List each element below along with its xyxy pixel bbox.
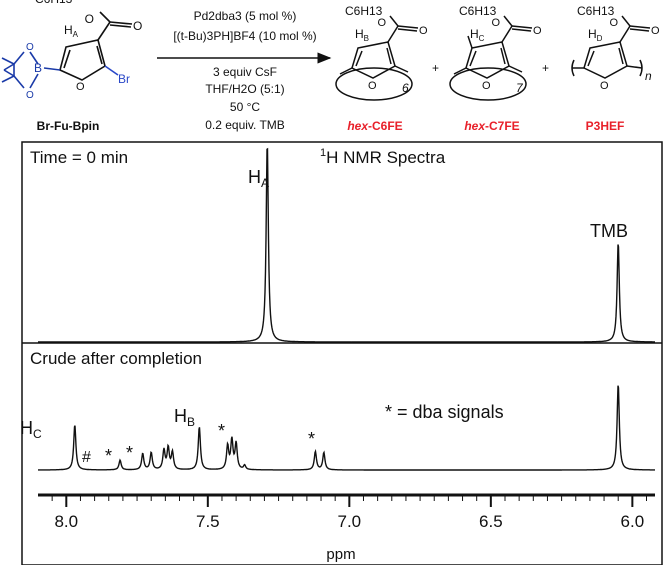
p3hef-ring-o: O <box>600 80 609 92</box>
p3hef-hd-label: HD <box>588 27 603 43</box>
dba-legend: * = dba signals <box>385 402 504 422</box>
x-axis-label: ppm <box>326 546 355 563</box>
reactant-ring-o: O <box>76 81 85 93</box>
peak-label-tmb: TMB <box>590 221 628 241</box>
reactant-structure <box>1 11 133 89</box>
condition-solvent: THF/H2O (5:1) <box>205 82 284 96</box>
product-c6fe-structure <box>335 15 419 101</box>
condition-catalyst: Pd2dba3 (5 mol %) <box>194 9 297 23</box>
reactant-hexyl-label: C6H13 <box>35 0 73 6</box>
reaction-conditions: Pd2dba3 (5 mol %) [(t-Bu)3PH]BF4 (10 mol… <box>173 9 316 132</box>
c7fe-hexyl-label: C6H13 <box>459 4 497 18</box>
c6fe-carbonyl-o: O <box>419 25 428 37</box>
c6fe-ester-o: O <box>377 17 386 29</box>
condition-ligand: [(t-Bu)3PH]BF4 (10 mol %) <box>173 29 316 43</box>
product-p3hef-name: P3HEF <box>586 119 625 133</box>
axis-tick-label: 6.5 <box>479 512 503 531</box>
c6fe-hb-label: HB <box>355 27 369 43</box>
product-c7fe-structure <box>449 15 533 101</box>
peak-label-hc: HC <box>20 418 42 441</box>
peak-label-star-1: * <box>105 446 112 466</box>
ppm-axis: 8.0 7.5 7.0 6.5 6.0 <box>38 493 655 531</box>
c7fe-ester-o: O <box>491 17 500 29</box>
axis-tick-label: 7.5 <box>196 512 220 531</box>
bottom-spectrum <box>38 385 655 471</box>
pinacol-o-bottom: O <box>26 90 34 101</box>
p3hef-repeat-n: n <box>645 69 652 83</box>
reactant-carbonyl-o: O <box>133 19 142 33</box>
top-panel-label: Time = 0 min <box>30 148 128 167</box>
reaction-scheme: C6H13 O O HA Br B O O O Br-Fu-Bpin Pd2db… <box>1 0 660 133</box>
c6fe-ring-size: 6 <box>402 81 409 95</box>
peak-label-star-4: * <box>308 429 315 449</box>
reactant-b-label: B <box>34 61 42 75</box>
reactant-br-label: Br <box>118 72 130 86</box>
peak-label-hash: # <box>82 449 91 466</box>
c7fe-ring-size: 7 <box>516 81 524 95</box>
p3hef-ester-o: O <box>609 17 618 29</box>
bottom-spectrum-trace <box>38 385 655 471</box>
top-spectrum <box>38 147 655 343</box>
c7fe-hc-label: HC <box>470 27 485 43</box>
condition-base: 3 equiv CsF <box>213 65 277 79</box>
nmr-panel: Time = 0 min 1H NMR Spectra Crude after … <box>20 141 663 565</box>
product-c6fe-name: hex-C6FE <box>347 119 402 133</box>
condition-temperature: 50 °C <box>230 100 260 114</box>
pinacol-o-top: O <box>26 42 34 53</box>
top-spectrum-trace <box>38 147 655 343</box>
nmr-frame <box>21 141 663 565</box>
c6fe-ring-o: O <box>368 80 377 92</box>
c7fe-ring-o: O <box>482 80 491 92</box>
peak-label-hb: HB <box>174 406 195 429</box>
c6fe-hexyl-label: C6H13 <box>345 4 383 18</box>
reactant-ha-label: HA <box>64 23 79 39</box>
product-p3hef-structure <box>571 15 651 79</box>
reactant-name: Br-Fu-Bpin <box>37 119 100 133</box>
spectra-title: 1H NMR Spectra <box>320 147 446 167</box>
reactant-ester-o: O <box>85 12 94 26</box>
c7fe-carbonyl-o: O <box>533 25 542 37</box>
plus-sign-2: + <box>542 61 549 75</box>
peak-label-star-3: * <box>218 421 225 441</box>
bottom-panel-label: Crude after completion <box>30 349 202 368</box>
axis-tick-label: 6.0 <box>621 512 645 531</box>
axis-tick-label: 7.0 <box>338 512 362 531</box>
p3hef-hexyl-label: C6H13 <box>577 4 615 18</box>
axis-tick-label: 8.0 <box>54 512 78 531</box>
product-c7fe-name: hex-C7FE <box>464 119 519 133</box>
p3hef-carbonyl-o: O <box>651 25 660 37</box>
plus-sign-1: + <box>432 61 439 75</box>
condition-standard: 0.2 equiv. TMB <box>205 118 285 132</box>
peak-label-ha: HA <box>248 167 269 190</box>
peak-label-star-2: * <box>126 443 133 463</box>
